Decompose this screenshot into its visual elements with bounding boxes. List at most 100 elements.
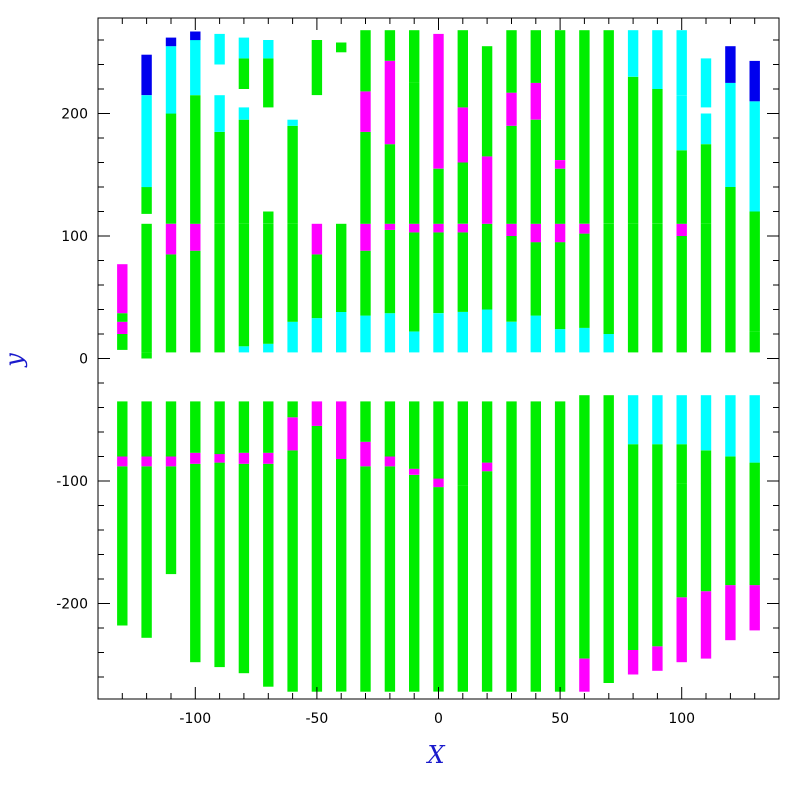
bar-segment-upper-9-0 (336, 312, 347, 353)
bar-segment-upper-7-1 (287, 223, 298, 322)
x-tick-label: 0 (434, 711, 443, 727)
bar-segment-upper-5-0 (238, 346, 250, 353)
bar-segment-lower-6-0 (263, 463, 274, 687)
bar-segment-upper-13-4 (433, 33, 444, 169)
bar-segment-lower-6-1 (263, 452, 274, 464)
bar-segment-lower-13-0 (433, 487, 444, 692)
bar-segment-upper-10-3 (360, 131, 371, 224)
bar-segment-upper-3-2 (190, 95, 201, 224)
bar-segment-lower-12-1 (409, 468, 420, 475)
bar-segment-upper-20-2 (603, 30, 614, 224)
bar-segment-upper-10-1 (360, 250, 371, 316)
bar-segment-lower-26-2 (749, 395, 760, 463)
bar-segment-upper-6-1 (263, 223, 274, 344)
bar-segment-lower-2-1 (165, 456, 177, 467)
bar-segment-upper-3-3 (190, 40, 201, 96)
y-axis-title: y (0, 353, 28, 368)
y-tick-label: 0 (79, 352, 88, 368)
bar-segment-lower-20-0 (603, 395, 614, 683)
bar-segment-upper-1-3 (141, 95, 152, 188)
bar-segment-upper-21-1 (627, 76, 639, 224)
bar-segment-upper-26-3 (749, 60, 760, 102)
bar-segment-upper-21-2 (627, 30, 639, 77)
bar-segment-lower-23-3 (676, 395, 687, 445)
bar-segment-lower-5-1 (238, 452, 250, 464)
bar-segment-upper-23-0 (676, 236, 687, 353)
bar-segment-upper-18-2 (554, 223, 566, 243)
bar-segment-upper-23-2 (676, 150, 687, 224)
bar-segment-upper-15-3 (481, 46, 493, 157)
bar-segment-upper-4-1 (214, 131, 225, 224)
bar-segment-upper-3-0 (190, 250, 201, 353)
bar-segment-upper-1-0 (141, 352, 152, 359)
bar-segment-upper-12-4 (409, 30, 420, 83)
bar-segment-upper-24-3 (700, 58, 712, 108)
bar-segment-lower-7-2 (287, 401, 298, 418)
bar-segment-upper-14-0 (457, 312, 468, 353)
axis-ticks: -100 -50 0 50 100 200 100 0 -100 -200 (56, 18, 779, 727)
y-tick-label: -200 (56, 596, 88, 612)
bar-segment-upper-1-2 (141, 187, 152, 214)
bar-segment-upper-5-1 (238, 223, 250, 347)
bar-segment-upper-25-1 (725, 82, 736, 187)
bar-segment-upper-7-0 (287, 321, 298, 353)
bar-segment-upper-12-3 (409, 82, 420, 224)
bar-segment-upper-0-1 (117, 321, 128, 334)
bar-segment-upper-17-0 (530, 315, 541, 353)
bar-segment-lower-19-1 (579, 395, 590, 659)
bar-segment-lower-14-0 (457, 485, 468, 692)
bar-segment-lower-2-2 (165, 401, 177, 457)
bar-segment-upper-16-4 (506, 92, 517, 126)
bar-segment-upper-19-1 (579, 233, 590, 328)
bar-segment-upper-21-0 (627, 223, 639, 353)
bar-segment-upper-22-0 (652, 223, 663, 353)
bar-segment-upper-6-2 (263, 211, 274, 224)
bar-segment-upper-13-0 (433, 313, 444, 353)
bar-segment-upper-26-2 (749, 101, 760, 212)
bar-segment-lower-14-1 (457, 401, 468, 486)
bar-segment-upper-10-5 (360, 30, 371, 92)
bar-segment-lower-1-0 (141, 466, 152, 638)
bar-segment-lower-17-0 (530, 401, 541, 692)
bar-segment-lower-11-0 (384, 466, 396, 692)
bar-segment-lower-13-1 (433, 478, 444, 488)
bar-segment-lower-3-1 (190, 452, 201, 464)
bar-segment-lower-22-1 (652, 444, 663, 647)
bar-segment-upper-18-4 (554, 160, 566, 169)
bar-segment-upper-8-0 (311, 318, 323, 353)
bar-segment-upper-1-4 (141, 54, 152, 96)
bar-segment-upper-6-0 (263, 343, 274, 353)
bar-segment-lower-25-1 (725, 456, 736, 586)
bar-segment-upper-2-3 (165, 46, 177, 114)
bar-segment-lower-26-0 (749, 585, 760, 631)
bar-segment-upper-5-2 (238, 119, 250, 224)
y-tick-label: 100 (61, 229, 88, 245)
bar-segment-upper-19-3 (579, 30, 590, 224)
bar-segment-upper-22-2 (652, 30, 663, 89)
bar-segment-upper-20-1 (603, 223, 614, 334)
bar-segment-upper-10-4 (360, 91, 371, 132)
bar-segment-lower-10-1 (360, 441, 371, 467)
bar-segment-upper-14-4 (457, 107, 468, 163)
bar-segment-lower-0-0 (117, 466, 128, 626)
bar-segment-upper-20-0 (603, 334, 614, 353)
y-tick-label: -100 (56, 474, 88, 490)
bar-segment-lower-8-1 (311, 401, 323, 426)
bar-segment-lower-12-0 (409, 474, 420, 692)
bar-segment-lower-4-0 (214, 462, 225, 668)
bar-segment-upper-18-3 (554, 168, 566, 224)
bar-segment-upper-14-1 (457, 232, 468, 312)
data-bars (117, 30, 760, 692)
bar-segment-lower-26-1 (749, 462, 760, 586)
bar-segment-upper-8-3 (311, 40, 323, 96)
bar-segment-lower-21-0 (627, 650, 639, 675)
bar-segment-lower-24-1 (700, 483, 712, 592)
bar-segment-upper-15-0 (481, 309, 493, 353)
bar-segment-upper-11-3 (384, 144, 396, 224)
bar-segment-lower-22-0 (652, 646, 663, 671)
bar-segment-upper-16-1 (506, 236, 517, 322)
bar-segment-lower-16-0 (506, 401, 517, 692)
bar-segment-upper-2-1 (165, 223, 177, 255)
bar-segment-upper-12-1 (409, 232, 420, 332)
x-tick-label: -100 (179, 711, 211, 727)
